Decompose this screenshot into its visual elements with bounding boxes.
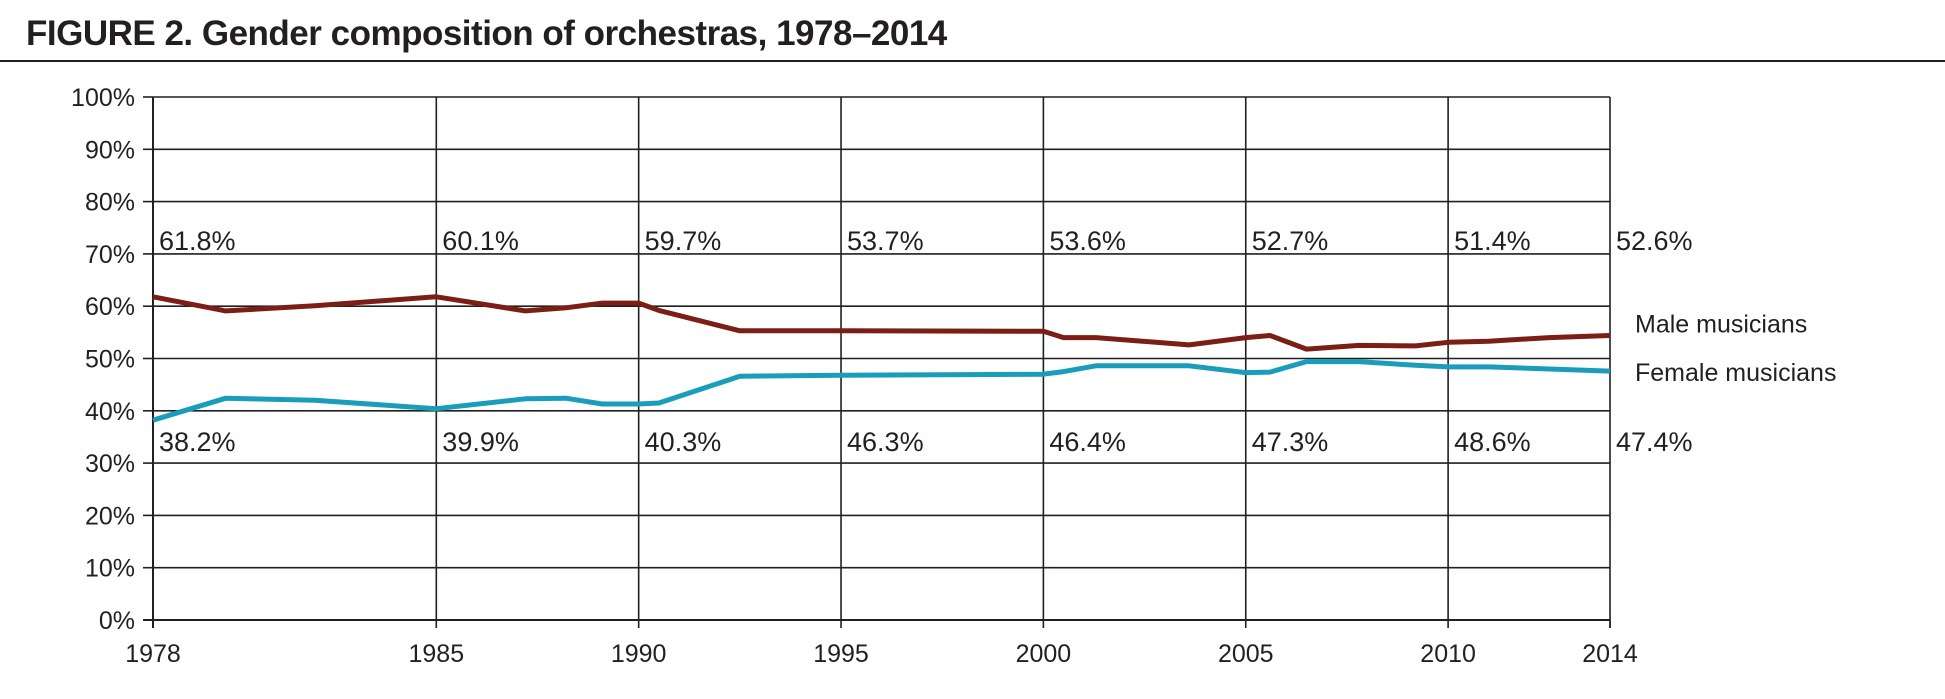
y-tick-label: 70% (85, 241, 135, 269)
male-data-label: 61.8% (159, 226, 236, 256)
figure-title: FIGURE 2. Gender composition of orchestr… (26, 14, 947, 53)
x-tick-label: 2010 (1420, 640, 1476, 668)
title-divider (0, 60, 1945, 62)
x-tick-label: 1985 (408, 640, 464, 668)
y-tick-label: 0% (99, 607, 135, 635)
y-tick-label: 20% (85, 502, 135, 530)
y-tick-label: 60% (85, 293, 135, 321)
x-tick-label: 1978 (125, 640, 181, 668)
male-data-label: 51.4% (1454, 226, 1531, 256)
x-tick-label: 1990 (611, 640, 667, 668)
male-data-label: 52.7% (1252, 226, 1329, 256)
female-data-label: 38.2% (159, 427, 236, 457)
male-data-label: 60.1% (442, 226, 519, 256)
female-data-label: 48.6% (1454, 427, 1531, 457)
axes: 0% 10% 20% 30% 40% 50% 60% 70% 80% 90% 100% 1978 198… (71, 84, 1638, 668)
male-musicians-series-label: Male musicians (1635, 310, 1807, 338)
male-data-label: 53.7% (847, 226, 924, 256)
y-tick-label: 100% (71, 84, 135, 112)
series (152, 294, 1611, 423)
x-tick-label: 2000 (1016, 640, 1072, 668)
female-data-label: 39.9% (442, 427, 519, 457)
x-tick-label: 1995 (813, 640, 869, 668)
x-tick-label: 2014 (1582, 640, 1638, 668)
y-tick-label: 80% (85, 189, 135, 217)
male-data-label: 53.6% (1049, 226, 1126, 256)
female-musicians-line (152, 359, 1611, 423)
female-data-label: 46.3% (847, 427, 924, 457)
male-musicians-line (152, 294, 1611, 352)
female-musicians-series-label: Female musicians (1635, 359, 1836, 387)
y-tick-label: 40% (85, 398, 135, 426)
female-data-label: 47.4% (1616, 427, 1693, 457)
y-tick-label: 50% (85, 346, 135, 374)
grid (153, 96, 1610, 620)
female-data-label: 47.3% (1252, 427, 1329, 457)
male-data-label: 59.7% (645, 226, 722, 256)
data-labels: Male musicians Female musicians 61.8% 60.1%… (159, 226, 1836, 457)
y-tick-label: 30% (85, 450, 135, 478)
y-tick-label: 10% (85, 555, 135, 583)
y-tick-label: 90% (85, 136, 135, 164)
female-data-label: 40.3% (645, 427, 722, 457)
female-data-label: 46.4% (1049, 427, 1126, 457)
male-data-label: 52.6% (1616, 226, 1693, 256)
x-tick-label: 2005 (1218, 640, 1274, 668)
